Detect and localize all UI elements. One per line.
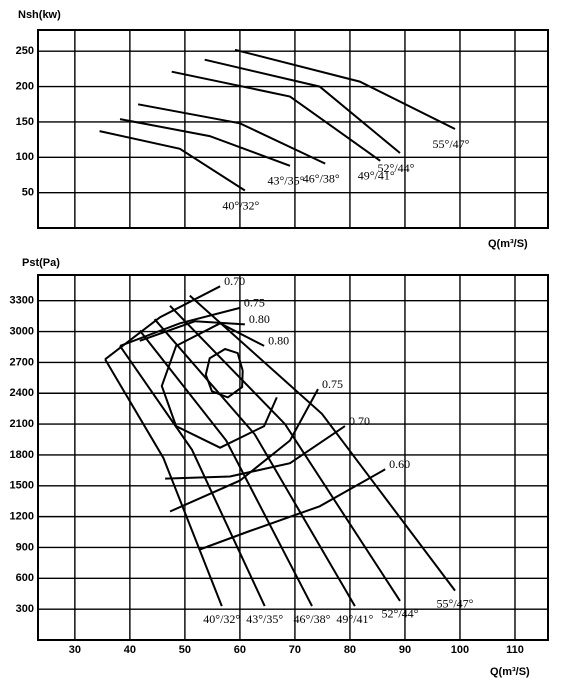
y-tick-label: 100 xyxy=(16,151,34,163)
curve xyxy=(153,318,356,607)
y-tick-label: 150 xyxy=(16,116,34,128)
curve xyxy=(169,305,401,602)
x-tick-label: 70 xyxy=(289,644,301,656)
curve-label: 43°/35° xyxy=(268,174,305,188)
x-axis-label: Q(m³/S) xyxy=(490,666,530,678)
y-tick-label: 2100 xyxy=(10,418,34,430)
curve-label: 46°/38° xyxy=(294,612,331,626)
plot-frame xyxy=(37,274,549,641)
y-axis-label: Pst(Pa) xyxy=(22,257,60,269)
curve xyxy=(169,388,319,513)
y-tick-label: 600 xyxy=(16,572,34,584)
curve xyxy=(171,70,381,162)
x-tick-label: 110 xyxy=(506,644,524,656)
y-tick-label: 1800 xyxy=(10,449,34,461)
curve-label: 49°/41° xyxy=(336,612,373,626)
x-tick-label: 30 xyxy=(69,644,81,656)
curve-label: 0.60 xyxy=(389,457,410,471)
y-tick-label: 250 xyxy=(16,45,34,57)
curve xyxy=(119,306,241,347)
curve xyxy=(189,294,456,592)
x-tick-label: 50 xyxy=(179,644,191,656)
x-tick-label: 60 xyxy=(234,644,246,656)
curve-label: 0.75 xyxy=(322,377,343,391)
curve xyxy=(139,320,245,342)
curve xyxy=(104,358,223,607)
plot-frame xyxy=(37,29,549,229)
y-axis-label: Nsh(kw) xyxy=(18,9,61,21)
curve-label: 0.75 xyxy=(244,296,265,310)
y-tick-label: 1200 xyxy=(10,511,34,523)
curve-label: 49°/41° xyxy=(358,169,395,183)
curve-label: 55°/47° xyxy=(437,596,474,610)
curve xyxy=(137,103,326,165)
curve-label: 0.70 xyxy=(224,274,245,288)
curve-label: 0.70 xyxy=(349,414,370,428)
curve xyxy=(234,48,456,130)
curve-label: 52°/44° xyxy=(378,161,415,175)
curve xyxy=(119,345,266,607)
curve-label: 43°/35° xyxy=(246,612,283,626)
y-tick-label: 2400 xyxy=(10,387,34,399)
curve xyxy=(99,130,246,192)
curve-label: 0.80 xyxy=(249,312,270,326)
curve xyxy=(119,118,291,167)
y-tick-label: 1500 xyxy=(10,480,34,492)
y-tick-label: 2700 xyxy=(10,356,34,368)
curve xyxy=(139,329,313,607)
y-tick-label: 3000 xyxy=(10,325,34,337)
curve-label: 40°/32° xyxy=(222,198,259,212)
x-tick-label: 90 xyxy=(399,644,411,656)
y-tick-label: 50 xyxy=(22,187,34,199)
curve-label: 40°/32° xyxy=(203,612,240,626)
y-tick-label: 200 xyxy=(16,80,34,92)
curve xyxy=(204,347,244,399)
curve-label: 46°/38° xyxy=(303,171,340,185)
curve xyxy=(199,468,386,551)
y-tick-label: 3300 xyxy=(10,295,34,307)
x-axis-label: Q(m³/S) xyxy=(488,238,528,250)
x-tick-label: 40 xyxy=(124,644,136,656)
curve-label: 0.80 xyxy=(268,334,289,348)
curve xyxy=(165,425,346,480)
curve xyxy=(204,58,401,154)
y-tick-label: 300 xyxy=(16,603,34,615)
y-tick-label: 900 xyxy=(16,541,34,553)
x-tick-label: 80 xyxy=(344,644,356,656)
curve-label: 52°/44° xyxy=(382,607,419,621)
curve-label: 55°/47° xyxy=(433,137,470,151)
curve xyxy=(160,322,278,449)
x-tick-label: 100 xyxy=(451,644,469,656)
